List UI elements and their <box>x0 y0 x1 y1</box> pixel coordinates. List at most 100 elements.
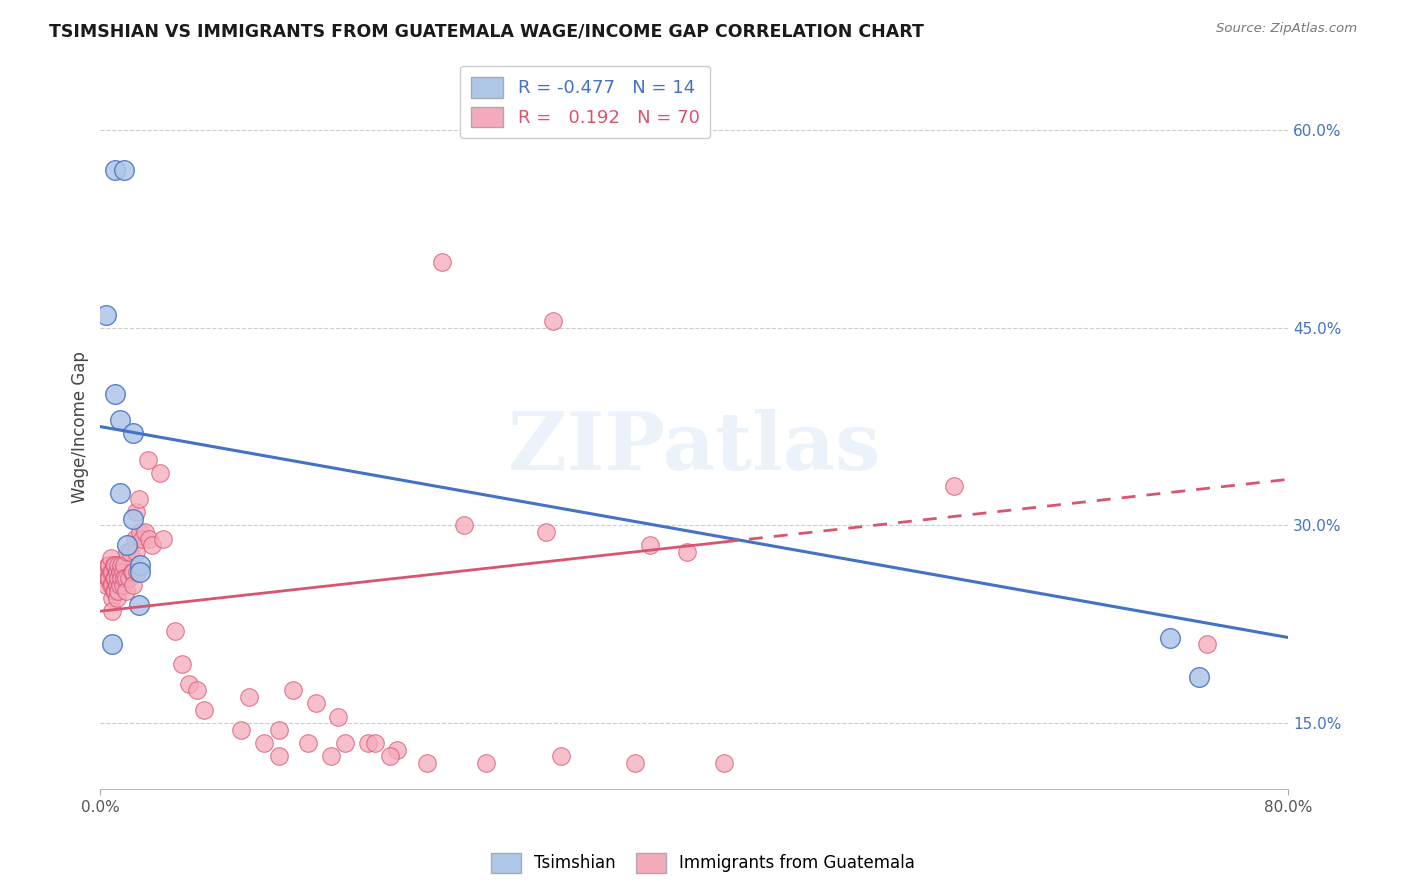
Point <box>149 466 172 480</box>
Point <box>108 485 131 500</box>
Point <box>105 591 128 605</box>
Point <box>713 756 735 770</box>
Point <box>128 492 150 507</box>
Point <box>96 565 118 579</box>
Point <box>115 538 138 552</box>
Point <box>335 736 357 750</box>
Point <box>125 505 148 519</box>
Point <box>104 558 127 572</box>
Legend: Tsimshian, Immigrants from Guatemala: Tsimshian, Immigrants from Guatemala <box>484 847 922 880</box>
Point <box>122 426 145 441</box>
Point <box>129 524 152 539</box>
Point <box>98 558 121 572</box>
Point <box>163 624 186 638</box>
Point <box>134 524 156 539</box>
Point <box>319 749 342 764</box>
Point <box>112 558 135 572</box>
Point <box>105 578 128 592</box>
Text: Source: ZipAtlas.com: Source: ZipAtlas.com <box>1216 22 1357 36</box>
Point <box>112 571 135 585</box>
Point <box>138 532 160 546</box>
Point <box>101 578 124 592</box>
Point <box>943 479 966 493</box>
Point <box>356 736 378 750</box>
Point <box>624 756 647 770</box>
Point <box>103 558 125 572</box>
Point <box>305 697 328 711</box>
Point <box>297 736 319 750</box>
Point <box>97 571 120 585</box>
Point <box>238 690 260 704</box>
Point <box>267 749 290 764</box>
Point <box>108 578 131 592</box>
Point <box>534 524 557 539</box>
Point <box>97 558 120 572</box>
Point <box>430 255 453 269</box>
Point <box>118 545 141 559</box>
Point <box>110 558 132 572</box>
Point <box>98 571 121 585</box>
Point <box>253 736 276 750</box>
Point <box>186 683 208 698</box>
Point <box>101 591 124 605</box>
Point <box>114 571 136 585</box>
Point <box>179 676 201 690</box>
Point <box>107 584 129 599</box>
Point <box>475 756 498 770</box>
Text: TSIMSHIAN VS IMMIGRANTS FROM GUATEMALA WAGE/INCOME GAP CORRELATION CHART: TSIMSHIAN VS IMMIGRANTS FROM GUATEMALA W… <box>49 22 924 40</box>
Point <box>638 538 661 552</box>
Point <box>378 749 401 764</box>
Point <box>131 532 153 546</box>
Point <box>128 598 150 612</box>
Point <box>94 571 117 585</box>
Point <box>1195 637 1218 651</box>
Point <box>108 413 131 427</box>
Point <box>1188 670 1211 684</box>
Point <box>111 565 134 579</box>
Point <box>283 683 305 698</box>
Point <box>96 308 118 322</box>
Point <box>129 558 152 572</box>
Point <box>170 657 193 671</box>
Point <box>104 571 127 585</box>
Text: ZIPatlas: ZIPatlas <box>508 409 880 487</box>
Point <box>676 545 699 559</box>
Point <box>107 558 129 572</box>
Point <box>193 703 215 717</box>
Point <box>387 742 409 756</box>
Point <box>105 565 128 579</box>
Point <box>100 578 122 592</box>
Point <box>108 565 131 579</box>
Point <box>122 565 145 579</box>
Point <box>100 565 122 579</box>
Point <box>122 578 145 592</box>
Point <box>96 578 118 592</box>
Point <box>103 584 125 599</box>
Point <box>101 637 124 651</box>
Point <box>125 545 148 559</box>
Point <box>104 584 127 599</box>
Point <box>543 314 565 328</box>
Point <box>107 571 129 585</box>
Point <box>141 538 163 552</box>
Point <box>112 162 135 177</box>
Point <box>104 162 127 177</box>
Point <box>136 452 159 467</box>
Point <box>101 604 124 618</box>
Point <box>129 565 152 579</box>
Point <box>127 565 149 579</box>
Point <box>101 565 124 579</box>
Point <box>231 723 253 737</box>
Point <box>100 551 122 566</box>
Point <box>364 736 387 750</box>
Point <box>114 584 136 599</box>
Point <box>267 723 290 737</box>
Point <box>104 386 127 401</box>
Point <box>1159 631 1181 645</box>
Point <box>124 532 146 546</box>
Point <box>416 756 439 770</box>
Point <box>550 749 572 764</box>
Point <box>117 571 139 585</box>
Point <box>453 518 475 533</box>
Point <box>115 545 138 559</box>
